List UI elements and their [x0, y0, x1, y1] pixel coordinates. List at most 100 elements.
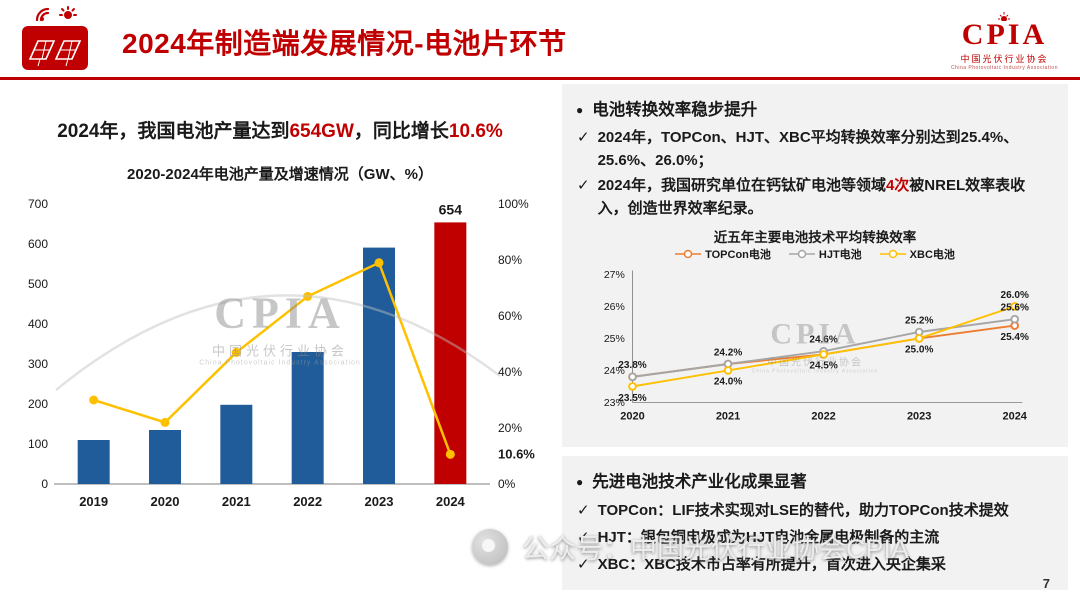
right-axis-tick: 40% [498, 365, 522, 379]
y-axis-tick: 27% [604, 269, 625, 281]
headline-text-2: ，同比增长 [353, 121, 449, 142]
point-label: 24.0% [714, 377, 742, 388]
legend-marker-icon [788, 249, 815, 259]
advanced-tech-panel: ● 先进电池技术产业化成果显著 ✓ TOPCon：LIF技术实现对LSE的替代，助力… [562, 456, 1068, 590]
left-axis-tick: 500 [27, 277, 47, 291]
x-axis-label: 2020 [150, 494, 179, 509]
point-label: 23.5% [618, 393, 646, 404]
wechat-watermark-text: 公众号：中国光伏行业协会CPIA [522, 534, 910, 564]
point-label: 24.2% [714, 347, 742, 358]
x-axis-label: 2019 [79, 494, 108, 509]
point-label: 24.5% [809, 361, 837, 372]
advanced-tech-item-hjt: ✓ HJT：银包铜电极成为HJT电池金属电极制备的主流 [576, 525, 1054, 551]
solar-panel-logo-icon [16, 6, 94, 77]
headline-value-output: 654GW [289, 121, 354, 142]
legend-item-TOPCon电池: TOPCon电池 [675, 246, 771, 262]
legend-marker-icon [675, 249, 702, 259]
bar-2023 [362, 247, 395, 484]
production-section: 2024年，我国电池产量达到654GW，同比增长10.6% 2020-2024年… [6, 116, 554, 521]
left-axis-tick: 100 [27, 437, 47, 451]
check-icon: ✓ [577, 176, 590, 194]
bar-2022 [291, 352, 324, 484]
point-label: 25.4% [1001, 332, 1029, 343]
page-number: 7 [1042, 576, 1050, 591]
legend-item-HJT电池: HJT电池 [788, 246, 862, 262]
efficiency-item-2-pre: 2024年，我国研究单位在钙钛矿电池等领域 [597, 176, 886, 194]
x-axis-label: 2022 [293, 494, 322, 509]
check-icon: ✓ [577, 502, 590, 519]
growth-point-2023 [374, 258, 383, 268]
left-axis-tick: 400 [27, 317, 47, 331]
x-axis-label: 2023 [907, 411, 931, 423]
efficiency-panel: ● 电池转换效率稳步提升 ✓ 2024年，TOPCon、HJT、XBC平均转换效率分… [562, 84, 1068, 447]
header-divider [0, 77, 1080, 80]
series-point [1010, 302, 1020, 311]
efficiency-chart-svg: 23% 24% 25% 26% 27% 23.8% 23.5% 24.2% 24.0% 24.6%… [604, 269, 1029, 423]
production-chart-title: 2020-2024年电池产量及增速情况（GW、%） [127, 166, 433, 183]
efficiency-item-2-text: 2024年，我国研究单位在钙钛矿电池等领域4次被NREL效率表收入，创造世界效率… [598, 174, 1054, 221]
check-icon: ✓ [577, 129, 590, 146]
efficiency-item-2: ✓ 2024年，我国研究单位在钙钛矿电池等领域4次被NREL效率表收入，创造世界效… [576, 174, 1054, 221]
y-axis-tick: 24% [604, 365, 625, 377]
left-axis-tick: 600 [27, 237, 47, 251]
bullet-icon: ● [576, 475, 584, 489]
x-axis-label: 2022 [811, 411, 835, 423]
legend-item-XBC电池: XBC电池 [879, 246, 955, 262]
headline-value-growth: 10.6% [448, 121, 503, 142]
bar-value-label: 654 [438, 201, 462, 217]
wechat-watermark: 公众号：中国光伏行业协会CPIA [472, 527, 909, 566]
page-title: 2024年制造端发展情况-电池片环节 [122, 27, 567, 59]
left-axis-tick: 300 [27, 357, 47, 371]
y-axis-tick: 25% [604, 333, 625, 345]
left-axis-tick: 0 [41, 477, 48, 491]
advanced-tech-item-xbc: ✓ XBC：XBC技术市占率有所提升，首次进入央企集采 [576, 552, 1054, 578]
production-chart-svg: 0 100 200 300 400 500 600 700 0% 20% 40% 60% 80% 100%… [27, 197, 535, 509]
series-point [723, 366, 733, 375]
point-label: 25.6% [1001, 303, 1029, 314]
bar-2019 [77, 440, 110, 484]
x-axis-label: 2021 [716, 411, 740, 423]
bullet-icon: ● [576, 103, 584, 117]
right-axis-tick: 60% [498, 309, 522, 323]
point-label: 23.8% [618, 360, 646, 371]
efficiency-chart-title: 近五年主要电池技术平均转换效率 [713, 230, 917, 245]
series-point [914, 334, 924, 343]
cpia-logo-text: CPIA [961, 18, 1048, 51]
growth-point-2024 [445, 449, 455, 459]
series-line-XBC电池 [632, 305, 1016, 388]
point-label: 25.0% [905, 345, 933, 356]
legend-label: XBC电池 [909, 249, 955, 261]
series-point [628, 382, 637, 391]
point-label: 24.6% [809, 335, 837, 346]
left-axis-tick: 700 [27, 197, 47, 211]
right-axis-tick: 0% [498, 477, 516, 491]
series-point [628, 372, 637, 382]
bar-2021 [219, 404, 252, 484]
growth-point-2022 [302, 291, 312, 301]
growth-value-label: 10.6% [498, 446, 535, 461]
bar-2024 [433, 222, 466, 484]
efficiency-item-1: ✓ 2024年，TOPCon、HJT、XBC平均转换效率分别达到25.4%、25.… [576, 126, 1054, 173]
efficiency-item-2-post: 被NREL效率表收入，创造世界效率纪录。 [597, 176, 1026, 217]
legend-label: TOPCon电池 [705, 249, 771, 261]
point-label: 25.2% [905, 315, 933, 326]
point-label: 26.0% [1001, 290, 1029, 301]
cpia-logo-subtitle: 中国光伏行业协会 [960, 54, 1049, 64]
left-axis-tick: 200 [27, 397, 47, 411]
advanced-tech-section-title: ● 先进电池技术产业化成果显著 [576, 468, 1054, 492]
production-chart: 0 100 200 300 400 500 600 700 0% 20% 40% 60% 80% 100%… [6, 186, 554, 521]
check-icon: ✓ [577, 555, 590, 573]
advanced-tech-item-topcon-text: TOPCon：LIF技术实现对LSE的替代，助力TOPCon技术提效 [597, 502, 1009, 519]
x-axis-label: 2024 [1003, 411, 1028, 423]
efficiency-chart-legend: TOPCon电池 HJT电池 XBC电池 [576, 247, 1054, 261]
growth-point-2021 [231, 347, 241, 357]
efficiency-item-2-highlight: 4次 [885, 176, 910, 194]
headline: 2024年，我国电池产量达到654GW，同比增长10.6% [6, 116, 554, 143]
legend-label: HJT电池 [818, 249, 862, 261]
efficiency-chart: 23% 24% 25% 26% 27% 23.8% 23.5% 24.2% 24.0% 24.6%… [576, 261, 1054, 438]
right-axis-tick: 80% [498, 253, 522, 267]
efficiency-section-title-text: 电池转换效率稳步提升 [592, 101, 758, 119]
x-axis-label: 2023 [364, 494, 393, 509]
efficiency-item-1-text: 2024年，TOPCon、HJT、XBC平均转换效率分别达到25.4%、25.6… [597, 129, 1019, 170]
